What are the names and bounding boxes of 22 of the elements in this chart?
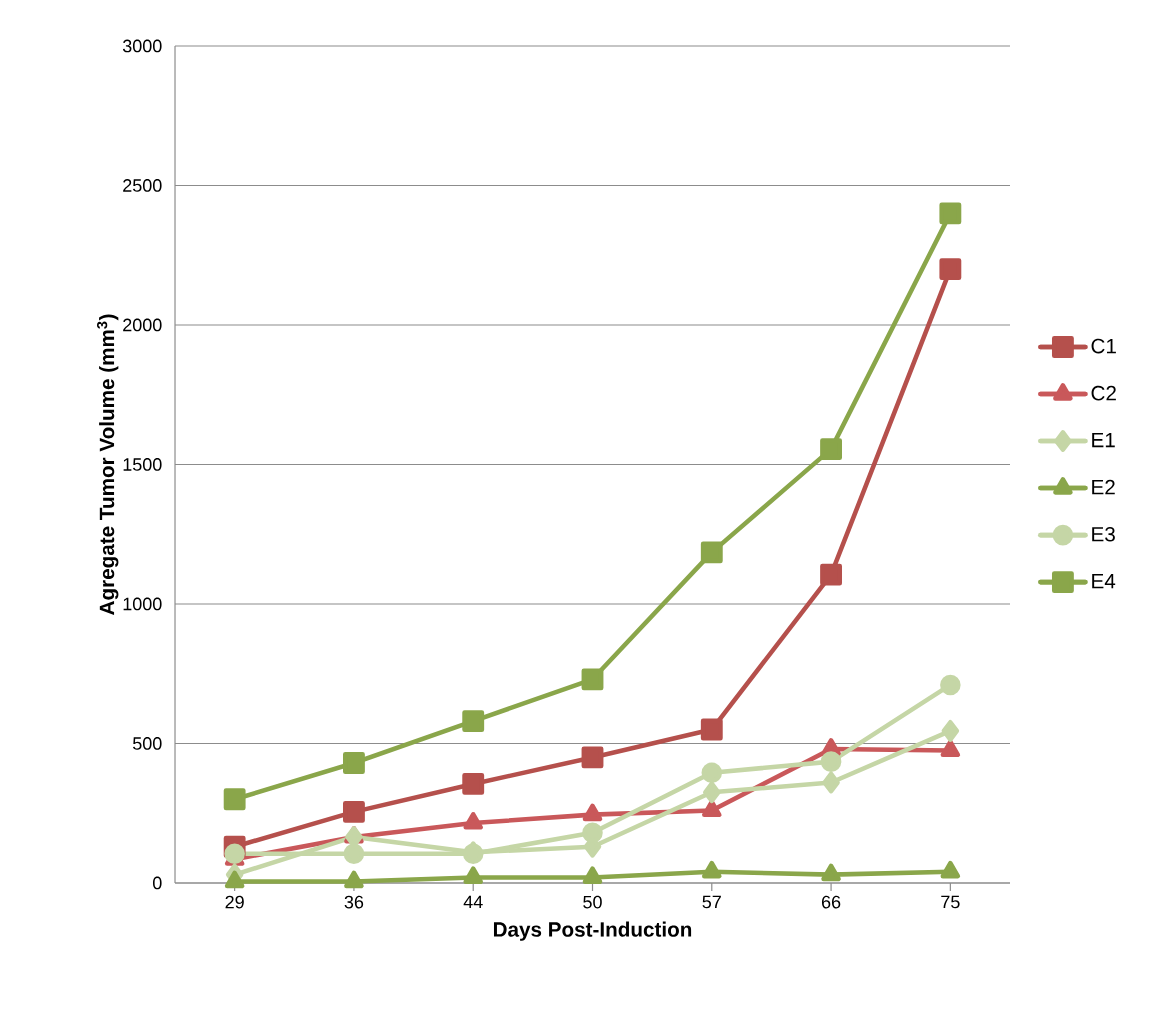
x-tick-label: 57 [702,895,721,909]
legend-label: C1 [1091,338,1116,354]
legend-label: C2 [1091,385,1116,401]
x-tick-label: 75 [941,895,960,909]
x-axis-title: Days Post-Induction [493,921,692,941]
y-tick-label: 2500 [123,179,162,192]
y-tick-label: 500 [132,737,162,750]
legend-label: E1 [1092,432,1115,448]
y-tick-label: 1500 [123,458,162,471]
y-tick-label: 1000 [123,597,162,611]
legend-label: E4 [1092,574,1116,589]
legend-label: E2 [1092,479,1115,495]
y-tick-label: 0 [153,876,162,890]
x-tick-label: 66 [821,895,841,909]
y-tick-label: 2000 [123,318,162,332]
x-tick-label: 44 [463,895,483,909]
x-tick-label: 50 [583,895,602,909]
y-tick-label: 3000 [122,39,162,53]
x-tick-label: 36 [344,895,364,909]
x-tick-label: 29 [225,895,244,909]
y-axis-title: Agregate Tumor Volume (mm$^{3}$) [96,314,119,615]
legend-label: E3 [1092,526,1115,542]
